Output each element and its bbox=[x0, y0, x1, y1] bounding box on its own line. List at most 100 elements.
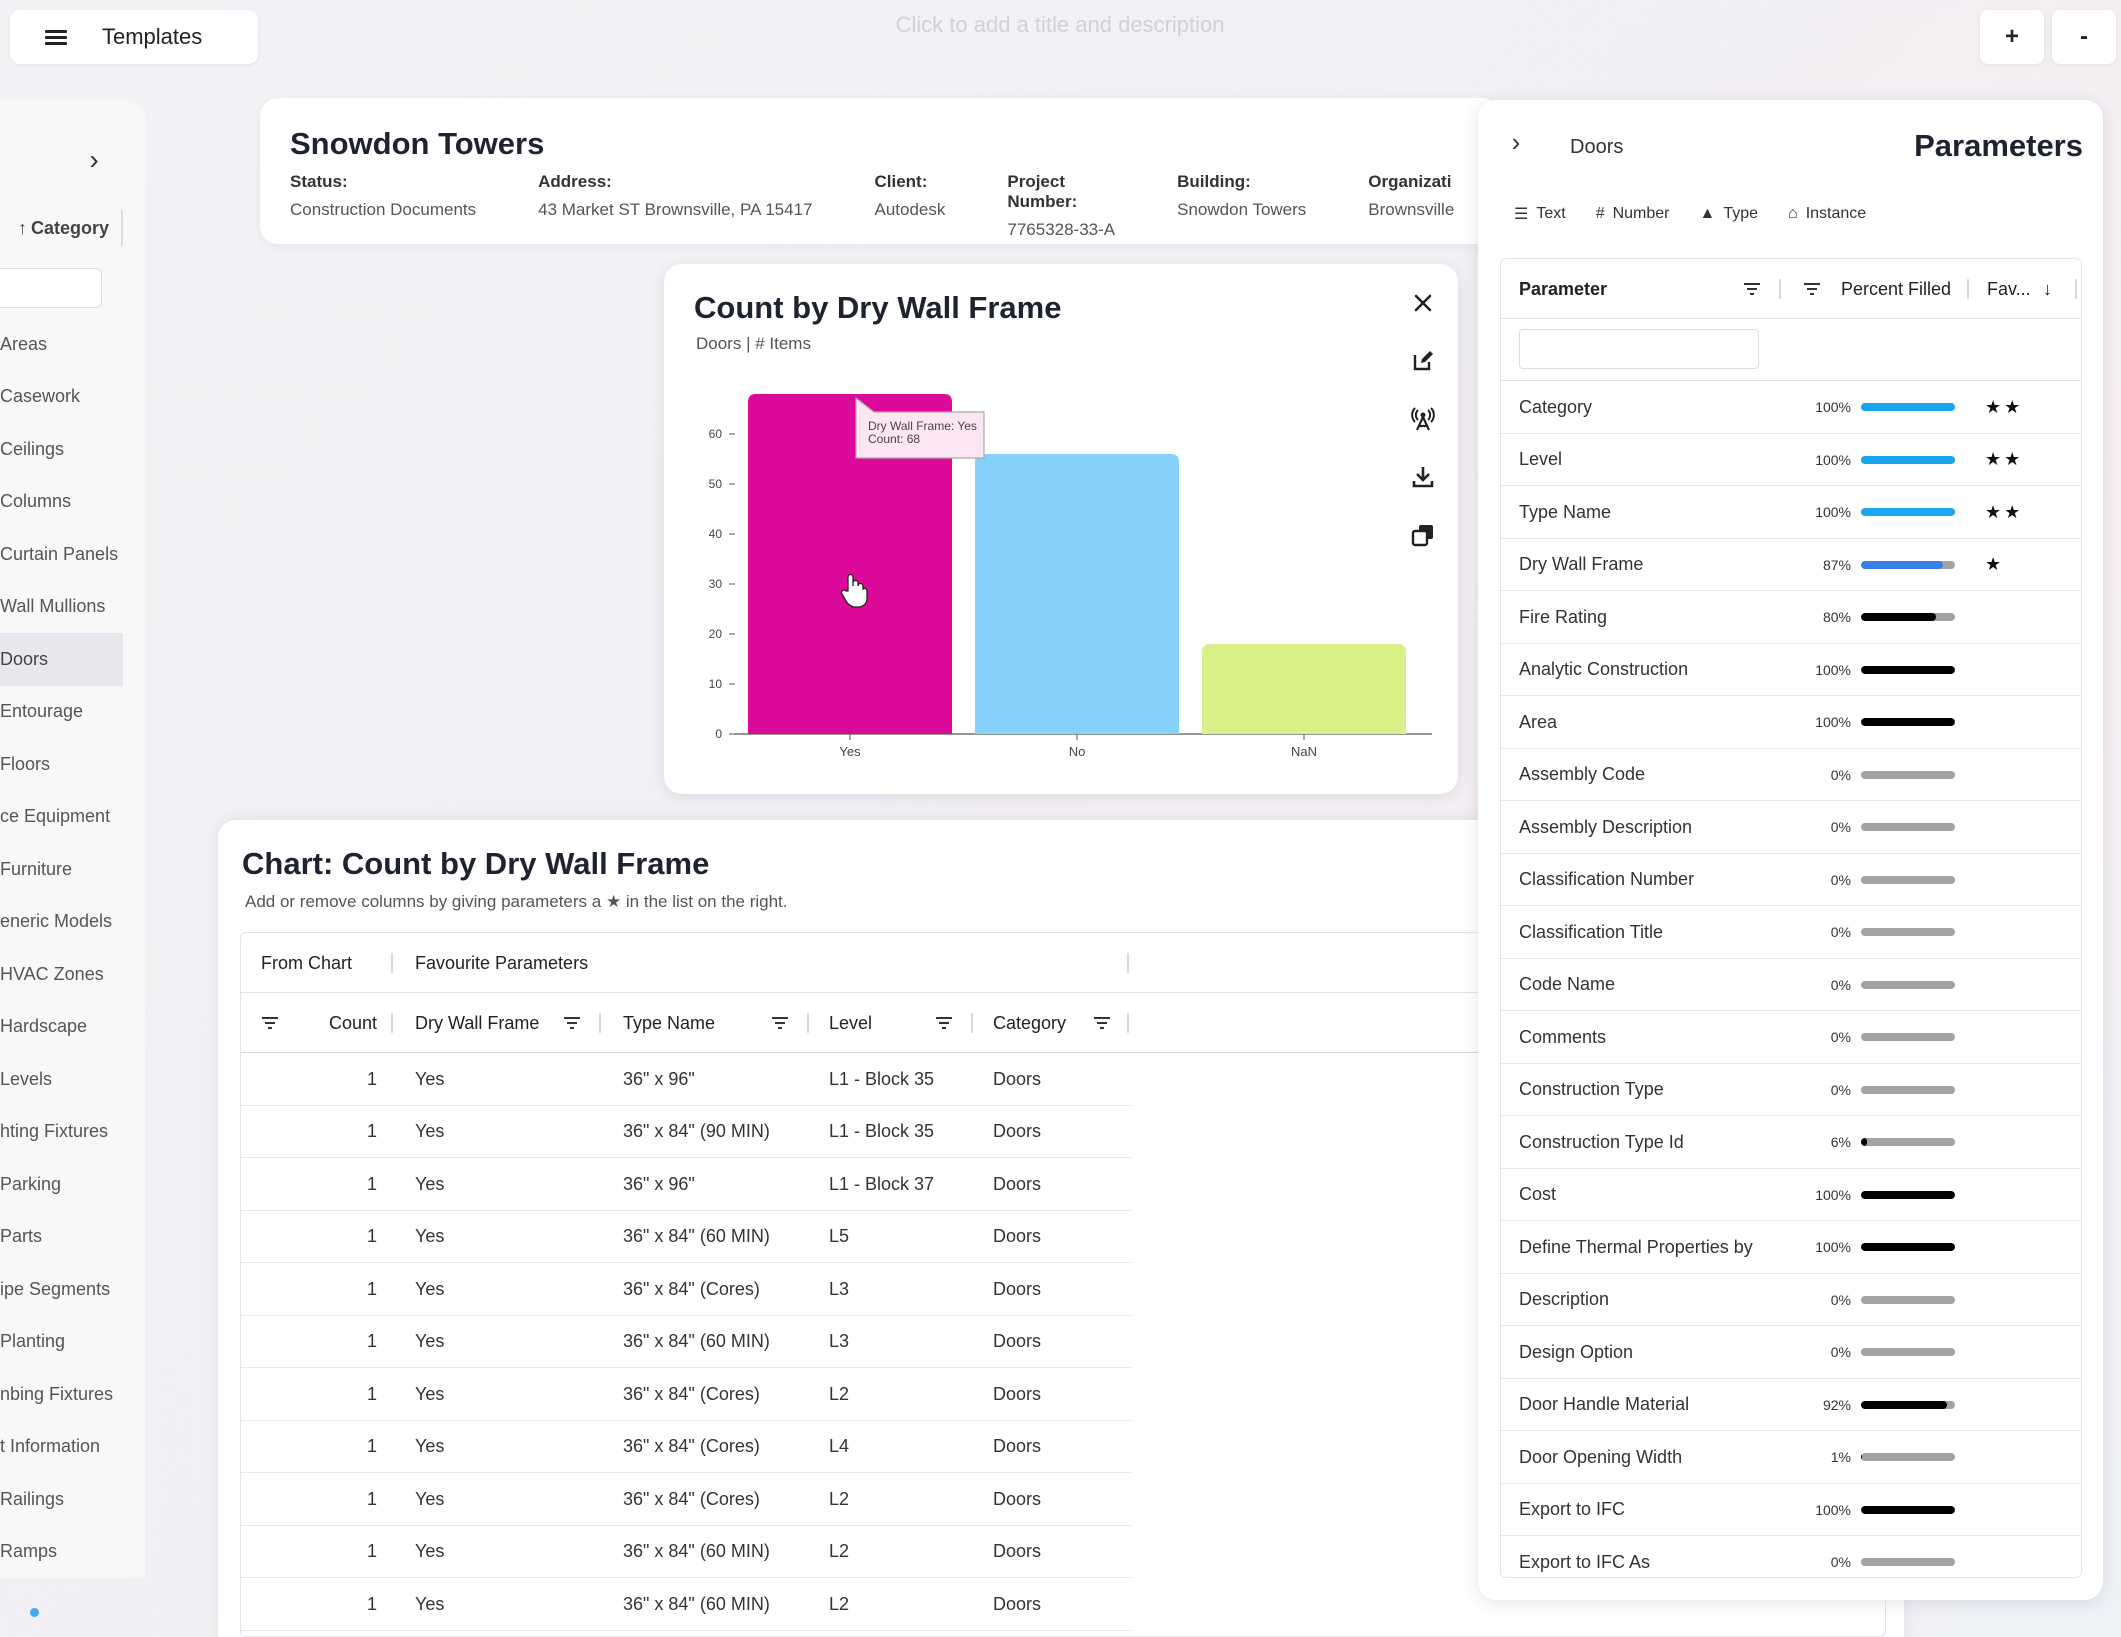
parameter-row[interactable]: Design Option 0% bbox=[1501, 1326, 2081, 1379]
parameter-row[interactable]: Export to IFC As 0% bbox=[1501, 1536, 2081, 1577]
parameter-search-input[interactable] bbox=[1519, 329, 1759, 369]
parameter-row[interactable]: Construction Type 0% bbox=[1501, 1064, 2081, 1116]
tab-type[interactable]: ▲ Type bbox=[1700, 204, 1759, 224]
bar-yes[interactable] bbox=[748, 394, 952, 734]
sidebar-item[interactable]: Furniture bbox=[0, 843, 123, 896]
table-row[interactable]: 1 Yes 36" x 84" (Cores) L2 Doors bbox=[241, 1473, 1131, 1526]
sidebar-item[interactable]: Entourage bbox=[0, 686, 123, 739]
column-header-type-name[interactable]: Type Name bbox=[623, 1012, 716, 1033]
parameter-row[interactable]: Assembly Code 0% bbox=[1501, 749, 2081, 801]
parameter-row[interactable]: Description 0% bbox=[1501, 1274, 2081, 1326]
header-parameter[interactable]: Parameter bbox=[1519, 278, 1608, 299]
table-row[interactable]: 1 Yes 36" x 96" L1 - Block 37 Doors bbox=[241, 1158, 1131, 1211]
parameter-row[interactable]: Door Opening Width 1% bbox=[1501, 1431, 2081, 1484]
parameter-row[interactable]: Define Thermal Properties by 100% bbox=[1501, 1221, 2081, 1274]
column-header-category[interactable]: Category bbox=[993, 1012, 1067, 1033]
table-row[interactable]: 1 Yes 36" x 84" (Cores) L3 Doors bbox=[241, 1263, 1131, 1316]
tab-instance[interactable]: ⌂ Instance bbox=[1788, 204, 1866, 224]
bar-no[interactable] bbox=[975, 454, 1179, 734]
filter-icon[interactable] bbox=[935, 993, 953, 1053]
sidebar-item[interactable]: Ramps bbox=[0, 1526, 123, 1579]
sidebar-item[interactable]: Columns bbox=[0, 476, 123, 529]
filter-icon[interactable] bbox=[563, 993, 581, 1053]
table-row[interactable]: 1 Yes 36" x 84" (Cores) L2 Doors bbox=[241, 1368, 1131, 1421]
column-header-dry-wall-frame[interactable]: Dry Wall Frame bbox=[415, 1012, 540, 1033]
sidebar-item[interactable]: Casework bbox=[0, 371, 123, 424]
category-sort-header[interactable]: ↑ Category bbox=[0, 210, 123, 246]
parameter-row[interactable]: Analytic Construction 100% bbox=[1501, 644, 2081, 696]
column-header-count[interactable]: Count bbox=[328, 1012, 377, 1033]
sidebar-item[interactable]: eneric Models bbox=[0, 896, 123, 949]
sidebar-expand-button[interactable]: › bbox=[64, 130, 124, 190]
parameter-row[interactable]: Cost 100% bbox=[1501, 1169, 2081, 1221]
category-search-input[interactable] bbox=[0, 268, 102, 308]
parameter-row[interactable]: Export to IFC 100% bbox=[1501, 1484, 2081, 1536]
parameter-row[interactable]: Level 100% ★★ bbox=[1501, 434, 2081, 486]
table-row[interactable]: 1 Yes 36" x 84" (90 MIN) L1 - Block 35 Doors bbox=[241, 1106, 1131, 1158]
parameter-row[interactable]: Code Name 0% bbox=[1501, 959, 2081, 1011]
sidebar-item[interactable]: Doors bbox=[0, 633, 123, 686]
sidebar-item[interactable]: Wall Mullions bbox=[0, 581, 123, 634]
favourite-stars[interactable]: ★★ bbox=[1985, 449, 2024, 470]
sidebar-item[interactable]: Ceilings bbox=[0, 423, 123, 476]
sidebar-item[interactable]: Railings bbox=[0, 1473, 123, 1526]
panel-collapse-button[interactable]: › bbox=[1496, 122, 1536, 162]
parameter-row[interactable]: Classification Number 0% bbox=[1501, 854, 2081, 906]
table-row[interactable]: 1 Yes 36" x 84" (60 MIN) L3 Doors bbox=[241, 1316, 1131, 1368]
duplicate-button[interactable] bbox=[1402, 514, 1444, 556]
filter-icon[interactable] bbox=[771, 993, 789, 1053]
parameter-row[interactable]: Assembly Description 0% bbox=[1501, 801, 2081, 854]
sidebar-item[interactable]: Curtain Panels bbox=[0, 528, 123, 581]
sidebar-item[interactable]: t Information bbox=[0, 1421, 123, 1474]
edit-button[interactable] bbox=[1402, 340, 1444, 382]
tab-number[interactable]: # Number bbox=[1596, 204, 1670, 224]
parameter-row[interactable]: Category 100% ★★ bbox=[1501, 381, 2081, 434]
favourite-stars[interactable]: ★ bbox=[1985, 554, 2005, 575]
parameter-row[interactable]: Area 100% bbox=[1501, 696, 2081, 749]
column-header-level[interactable]: Level bbox=[829, 1012, 873, 1033]
broadcast-button[interactable] bbox=[1402, 398, 1444, 440]
table-row[interactable]: 1 Yes 36" x 96" L1 - Block 35 Doors bbox=[241, 1053, 1131, 1106]
sidebar-item[interactable]: Floors bbox=[0, 738, 123, 791]
table-row[interactable]: 1 Yes 36" x 84" (Cores) L4 Doors bbox=[241, 1421, 1131, 1473]
download-button[interactable] bbox=[1402, 456, 1444, 498]
table-row[interactable]: 1 Yes 36" x 84" (60 MIN) L5 Doors bbox=[241, 1211, 1131, 1263]
filter-icon[interactable] bbox=[1803, 259, 1821, 319]
parameter-row[interactable]: Classification Title 0% bbox=[1501, 906, 2081, 959]
sidebar-item[interactable]: ce Equipment bbox=[0, 791, 123, 844]
zoom-out-button[interactable]: - bbox=[2052, 10, 2116, 64]
filter-icon[interactable] bbox=[261, 993, 279, 1053]
templates-label[interactable]: Templates bbox=[102, 24, 203, 49]
sidebar-item[interactable]: HVAC Zones bbox=[0, 948, 123, 1001]
parameter-row[interactable]: Fire Rating 80% bbox=[1501, 591, 2081, 644]
menu-button[interactable] bbox=[10, 10, 102, 64]
sidebar-item[interactable]: Levels bbox=[0, 1053, 123, 1106]
zoom-in-button[interactable]: + bbox=[1980, 10, 2044, 64]
sidebar-item[interactable]: nbing Fixtures bbox=[0, 1368, 123, 1421]
favourite-stars[interactable]: ★★ bbox=[1985, 501, 2024, 522]
title-placeholder[interactable]: Click to add a title and description bbox=[895, 12, 1225, 37]
header-favourite[interactable]: Fav... bbox=[1987, 278, 2031, 299]
parameter-row[interactable]: Dry Wall Frame 87% ★ bbox=[1501, 539, 2081, 591]
sidebar-item[interactable]: Parts bbox=[0, 1211, 123, 1264]
table-row[interactable]: 1 Yes 36" x 84" (60 MIN) L2 Doors bbox=[241, 1526, 1131, 1578]
sidebar-item[interactable]: Planting bbox=[0, 1316, 123, 1369]
bar-nan[interactable] bbox=[1202, 644, 1406, 734]
sidebar-item[interactable]: Areas bbox=[0, 318, 123, 371]
header-percent-filled[interactable]: Percent Filled bbox=[1841, 278, 1952, 299]
sort-down-icon[interactable]: ↓ bbox=[2043, 278, 2052, 299]
sidebar-item[interactable]: ipe Segments bbox=[0, 1263, 123, 1316]
parameter-row[interactable]: Construction Type Id 6% bbox=[1501, 1116, 2081, 1169]
tab-text[interactable]: ☰ Text bbox=[1514, 204, 1566, 224]
filter-icon[interactable] bbox=[1743, 259, 1761, 319]
parameter-row[interactable]: Comments 0% bbox=[1501, 1011, 2081, 1064]
table-row[interactable]: 1 Yes 36" x 84" (60 MIN) L2 Doors bbox=[241, 1578, 1131, 1631]
sidebar-item[interactable]: Parking bbox=[0, 1158, 123, 1211]
favourite-stars[interactable]: ★★ bbox=[1985, 396, 2024, 417]
filter-icon[interactable] bbox=[1093, 993, 1111, 1053]
sidebar-item[interactable]: Hardscape bbox=[0, 1001, 123, 1054]
sidebar-item[interactable]: hting Fixtures bbox=[0, 1106, 123, 1159]
parameter-row[interactable]: Door Handle Material 92% bbox=[1501, 1379, 2081, 1431]
close-button[interactable] bbox=[1402, 282, 1444, 324]
parameter-row[interactable]: Type Name 100% ★★ bbox=[1501, 486, 2081, 539]
